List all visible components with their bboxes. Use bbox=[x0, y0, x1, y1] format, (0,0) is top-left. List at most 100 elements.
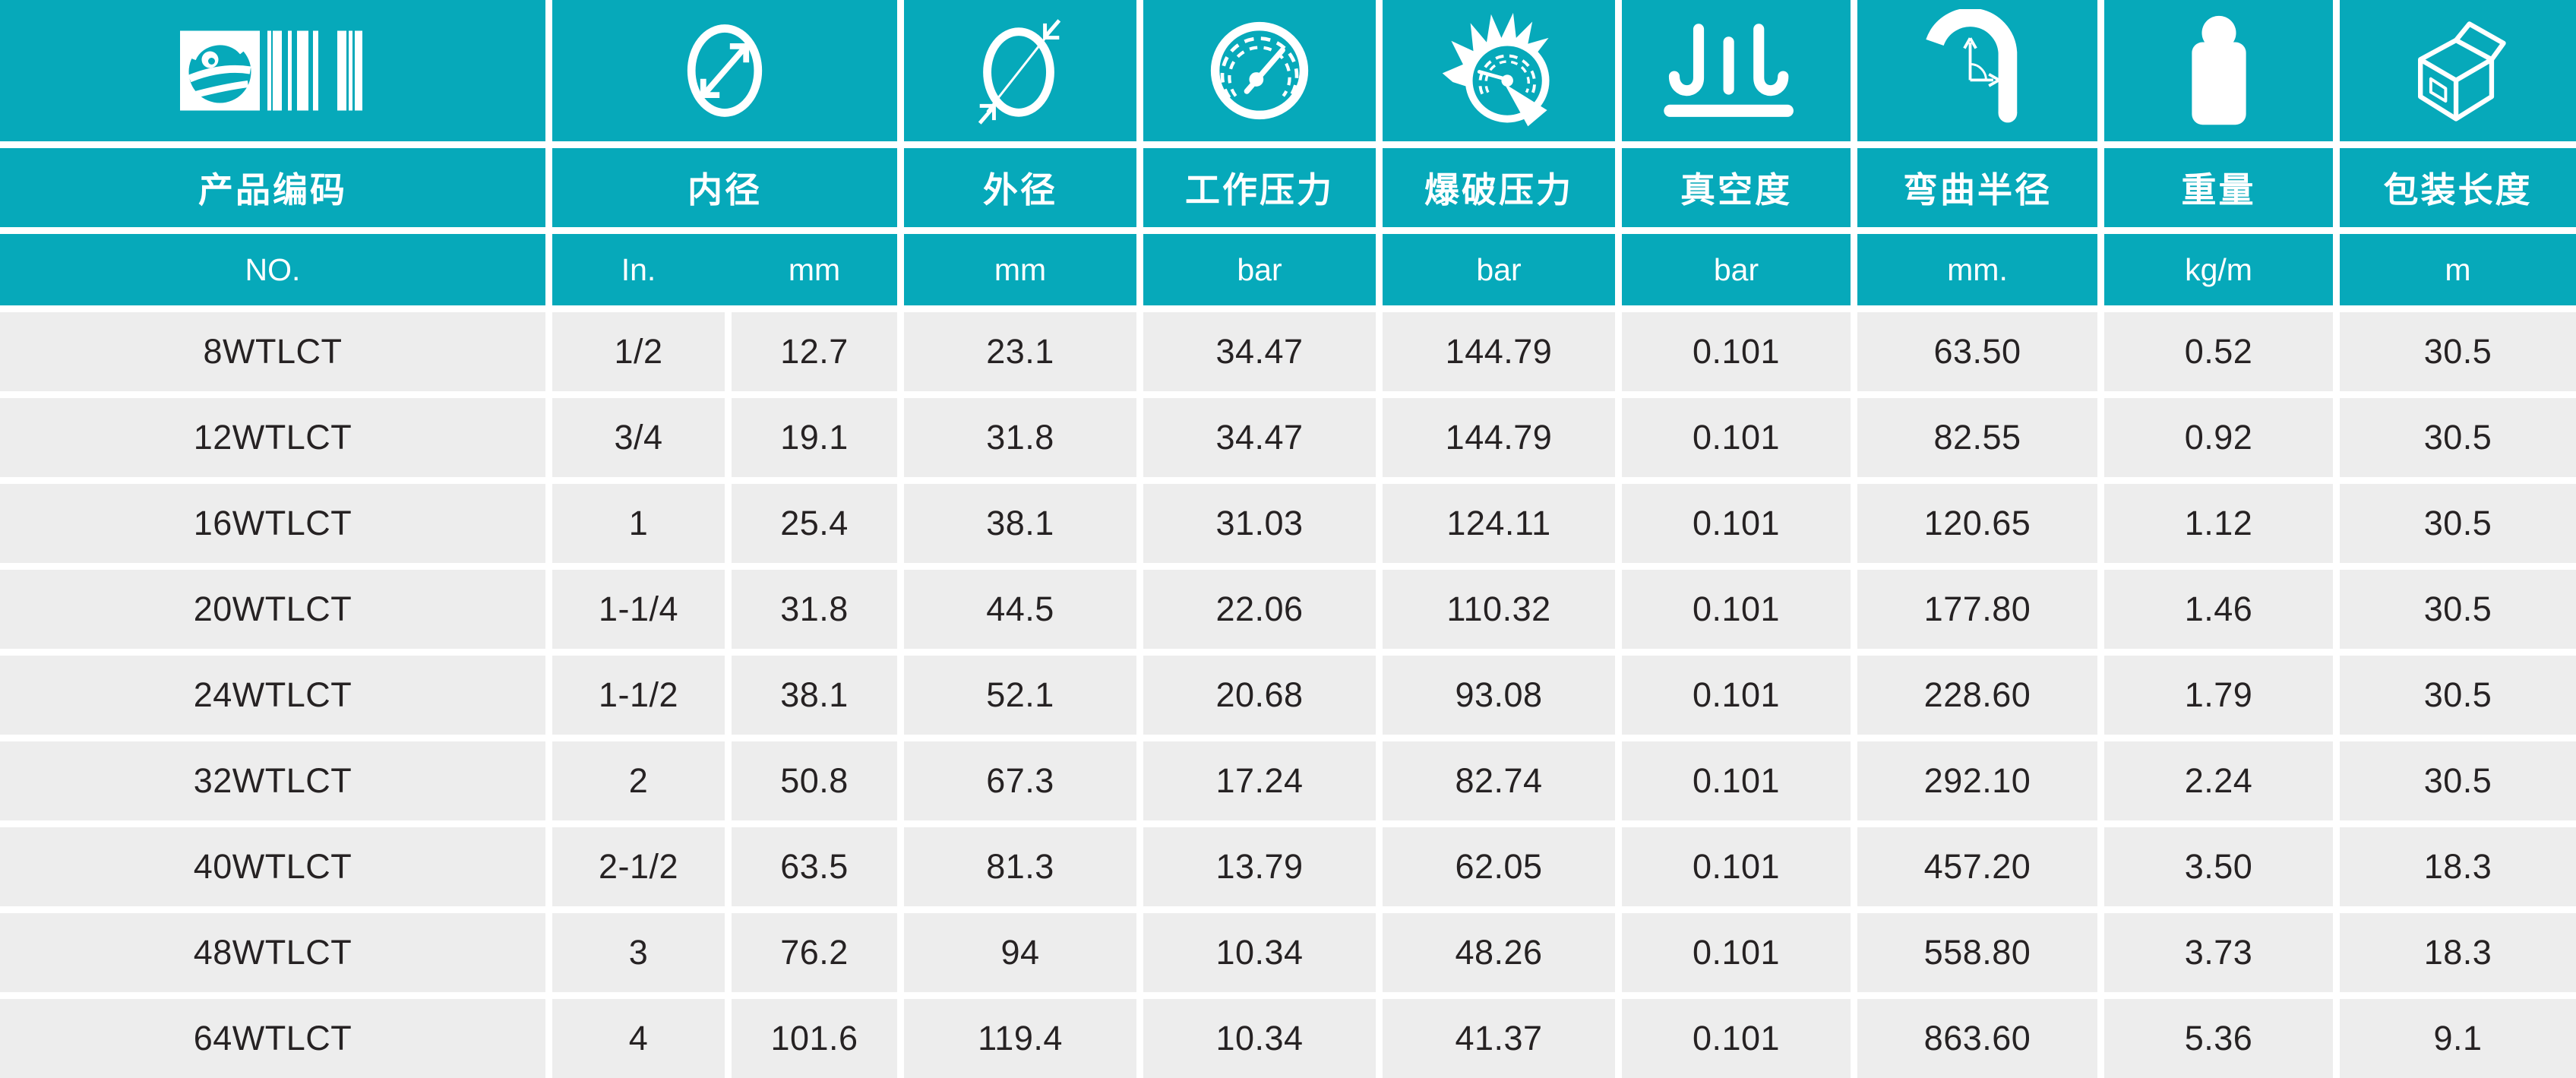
table-cell: 30.5 bbox=[2340, 570, 2576, 649]
table-cell: 1-1/4 bbox=[552, 570, 725, 649]
unit-weight: kg/m bbox=[2104, 234, 2333, 305]
table-cell: 110.32 bbox=[1383, 570, 1615, 649]
table-cell: 30.5 bbox=[2340, 656, 2576, 735]
unit-inner-diameter: In. mm bbox=[552, 234, 897, 305]
table-cell: 93.08 bbox=[1383, 656, 1615, 735]
table-cell: 0.101 bbox=[1622, 913, 1851, 992]
table-cell: 22.06 bbox=[1143, 570, 1376, 649]
table-cell: 0.92 bbox=[2104, 398, 2333, 477]
bend-radius-icon bbox=[1857, 0, 2097, 141]
table-cell: 63.5 bbox=[732, 827, 897, 906]
column-header-vacuum: 真空度 bbox=[1622, 148, 1851, 227]
table-cell: 1.79 bbox=[2104, 656, 2333, 735]
unit-burst-pressure: bar bbox=[1383, 234, 1615, 305]
table-cell: 62.05 bbox=[1383, 827, 1615, 906]
unit-inner-diameter-mm: mm bbox=[788, 251, 841, 287]
table-cell: 25.4 bbox=[732, 484, 897, 563]
package-box-icon bbox=[2340, 0, 2576, 141]
table-cell: 0.101 bbox=[1622, 398, 1851, 477]
table-cell: 1/2 bbox=[552, 312, 725, 391]
product-code-cell: 20WTLCT bbox=[0, 570, 545, 649]
table-cell: 558.80 bbox=[1857, 913, 2097, 992]
table-cell: 20.68 bbox=[1143, 656, 1376, 735]
table-cell: 177.80 bbox=[1857, 570, 2097, 649]
table-cell: 10.34 bbox=[1143, 913, 1376, 992]
table-cell: 63.50 bbox=[1857, 312, 2097, 391]
table-cell: 3.50 bbox=[2104, 827, 2333, 906]
table-cell: 0.101 bbox=[1622, 484, 1851, 563]
unit-vacuum: bar bbox=[1622, 234, 1851, 305]
product-code-cell: 8WTLCT bbox=[0, 312, 545, 391]
burst-gauge-icon bbox=[1383, 0, 1615, 141]
table-cell: 50.8 bbox=[732, 741, 897, 820]
table-cell: 34.47 bbox=[1143, 312, 1376, 391]
table-cell: 0.101 bbox=[1622, 570, 1851, 649]
table-cell: 38.1 bbox=[732, 656, 897, 735]
column-header-weight: 重量 bbox=[2104, 148, 2333, 227]
unit-bend-radius: mm. bbox=[1857, 234, 2097, 305]
table-cell: 5.36 bbox=[2104, 999, 2333, 1078]
unit-package-length: m bbox=[2340, 234, 2576, 305]
table-cell: 1-1/2 bbox=[552, 656, 725, 735]
table-cell: 34.47 bbox=[1143, 398, 1376, 477]
table-cell: 292.10 bbox=[1857, 741, 2097, 820]
table-cell: 30.5 bbox=[2340, 741, 2576, 820]
column-header-inner-diameter: 内径 bbox=[552, 148, 897, 227]
table-cell: 3 bbox=[552, 913, 725, 992]
unit-working-pressure: bar bbox=[1143, 234, 1376, 305]
table-cell: 30.5 bbox=[2340, 484, 2576, 563]
table-cell: 1.12 bbox=[2104, 484, 2333, 563]
table-cell: 4 bbox=[552, 999, 725, 1078]
table-cell: 2-1/2 bbox=[552, 827, 725, 906]
column-header-package-length: 包装长度 bbox=[2340, 148, 2576, 227]
table-cell: 120.65 bbox=[1857, 484, 2097, 563]
unit-inner-diameter-in: In. bbox=[621, 251, 656, 287]
column-header-product-code: 产品编码 bbox=[0, 148, 545, 227]
table-cell: 38.1 bbox=[904, 484, 1136, 563]
table-cell: 18.3 bbox=[2340, 827, 2576, 906]
logo-barcode-icon bbox=[0, 0, 545, 141]
product-code-cell: 16WTLCT bbox=[0, 484, 545, 563]
column-header-working-pressure: 工作压力 bbox=[1143, 148, 1376, 227]
table-cell: 228.60 bbox=[1857, 656, 2097, 735]
table-cell: 13.79 bbox=[1143, 827, 1376, 906]
table-cell: 3.73 bbox=[2104, 913, 2333, 992]
table-cell: 31.8 bbox=[732, 570, 897, 649]
table-cell: 52.1 bbox=[904, 656, 1136, 735]
unit-product-code: NO. bbox=[0, 234, 545, 305]
table-cell: 457.20 bbox=[1857, 827, 2097, 906]
table-cell: 31.8 bbox=[904, 398, 1136, 477]
table-cell: 41.37 bbox=[1383, 999, 1615, 1078]
table-cell: 101.6 bbox=[732, 999, 897, 1078]
table-cell: 0.101 bbox=[1622, 741, 1851, 820]
table-cell: 144.79 bbox=[1383, 398, 1615, 477]
table-cell: 144.79 bbox=[1383, 312, 1615, 391]
table-cell: 94 bbox=[904, 913, 1136, 992]
column-header-burst-pressure: 爆破压力 bbox=[1383, 148, 1615, 227]
table-cell: 30.5 bbox=[2340, 398, 2576, 477]
product-code-cell: 24WTLCT bbox=[0, 656, 545, 735]
table-cell: 0.52 bbox=[2104, 312, 2333, 391]
table-cell: 3/4 bbox=[552, 398, 725, 477]
table-cell: 1 bbox=[552, 484, 725, 563]
table-cell: 10.34 bbox=[1143, 999, 1376, 1078]
table-cell: 119.4 bbox=[904, 999, 1136, 1078]
weight-icon bbox=[2104, 0, 2333, 141]
table-cell: 67.3 bbox=[904, 741, 1136, 820]
column-header-bend-radius: 弯曲半径 bbox=[1857, 148, 2097, 227]
table-cell: 44.5 bbox=[904, 570, 1136, 649]
table-cell: 1.46 bbox=[2104, 570, 2333, 649]
product-code-cell: 12WTLCT bbox=[0, 398, 545, 477]
table-cell: 19.1 bbox=[732, 398, 897, 477]
table-cell: 23.1 bbox=[904, 312, 1136, 391]
table-cell: 863.60 bbox=[1857, 999, 2097, 1078]
inner-diameter-icon bbox=[552, 0, 897, 141]
vacuum-icon bbox=[1622, 0, 1851, 141]
table-cell: 0.101 bbox=[1622, 999, 1851, 1078]
table-cell: 12.7 bbox=[732, 312, 897, 391]
table-cell: 18.3 bbox=[2340, 913, 2576, 992]
table-cell: 76.2 bbox=[732, 913, 897, 992]
table-cell: 30.5 bbox=[2340, 312, 2576, 391]
table-cell: 82.74 bbox=[1383, 741, 1615, 820]
